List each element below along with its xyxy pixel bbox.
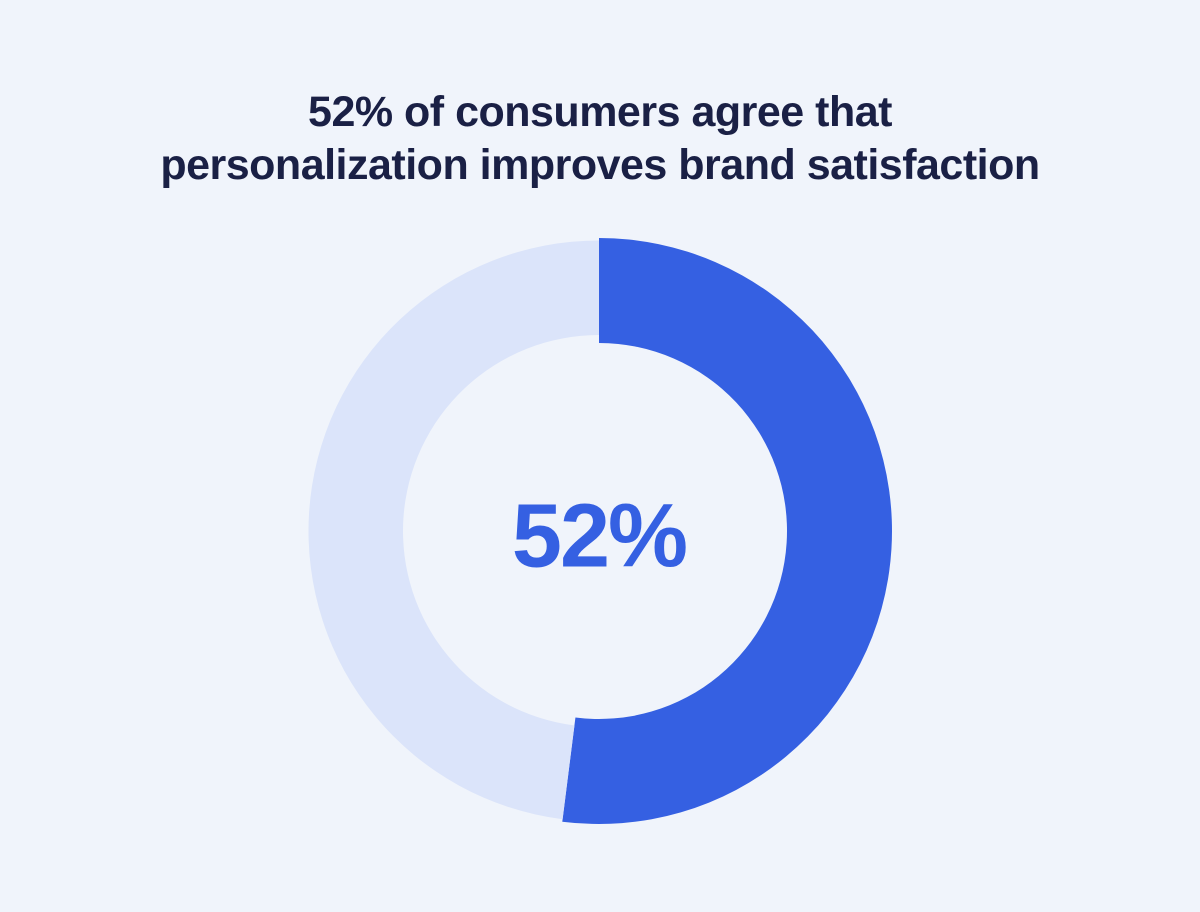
donut-center-value: 52% — [511, 486, 688, 587]
chart-title-line-1: 52% of consumers agree that — [308, 88, 892, 136]
chart-title: 52% of consumers agree that personalizat… — [0, 86, 1200, 192]
chart-title-line-2: personalization improves brand satisfact… — [160, 141, 1040, 189]
donut-slice-remainder — [308, 240, 599, 820]
donut-slice-agree — [562, 238, 892, 824]
